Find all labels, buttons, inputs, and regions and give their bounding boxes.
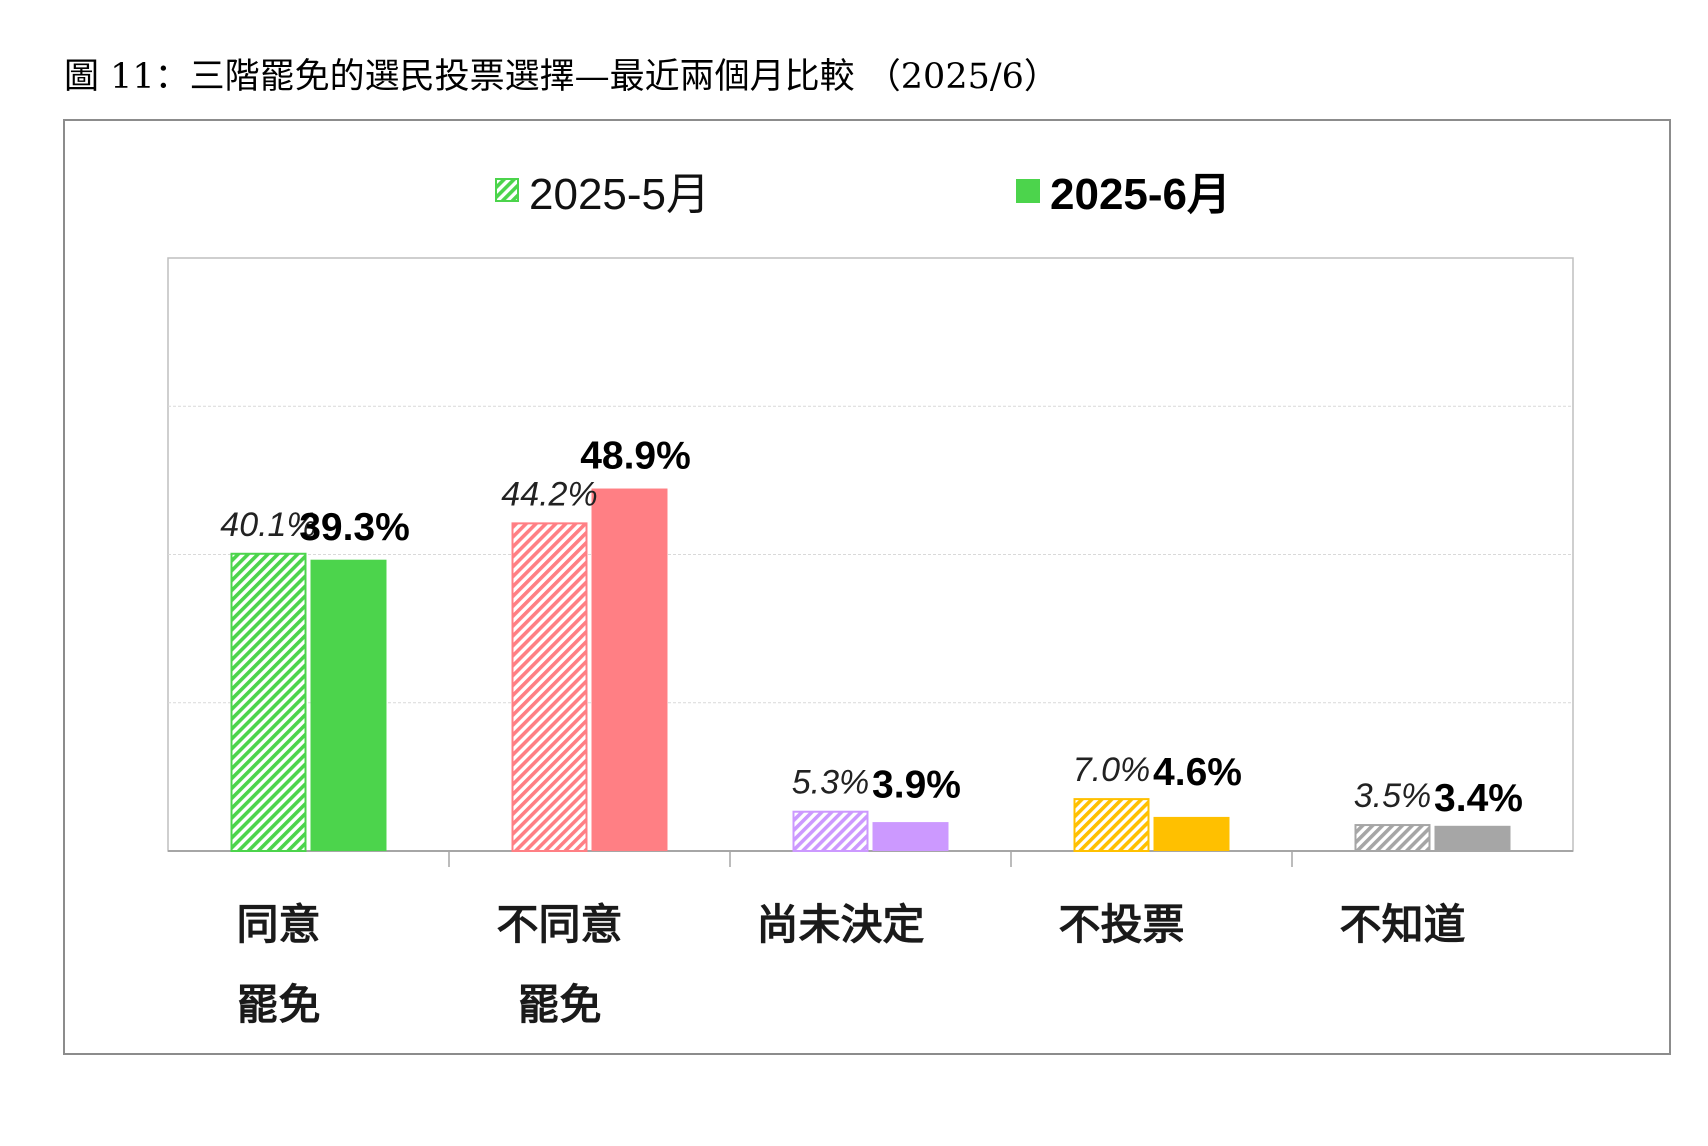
bar-2025-5月-3 [1073, 798, 1150, 852]
category-label: 不同意 [496, 900, 622, 949]
category-label: 不投票 [1058, 900, 1184, 949]
legend-swatch-prev [495, 178, 519, 202]
bar-chart: 2025-5月 2025-6月 40.1%39.3%44.2%48.9%5.3% 3… [167, 170, 1574, 1029]
category-label: 同意 [236, 900, 320, 949]
data-label-cur: 48.9% [580, 435, 691, 478]
plot-area: 40.1%39.3% 44.2%48.9% 5.3% 3.9% 7.0% 4.6% 3.5%… [167, 257, 1574, 867]
category-label: 尚未決定 [756, 900, 924, 949]
data-label-prev: 7.0% [1073, 751, 1151, 789]
data-label-prev: 40.1% [220, 506, 316, 544]
data-label-prev: 5.3% [792, 764, 870, 802]
data-label-prev: 44.2% [501, 475, 597, 513]
data-label-cur: 4.6% [1153, 751, 1242, 794]
data-label-cur: 39.3% [299, 506, 410, 549]
category-label: 罷免 [236, 980, 320, 1029]
chart-legend: 2025-5月 2025-6月 [495, 170, 1231, 219]
data-label-cur: 3.4% [1434, 777, 1523, 820]
data-label-cur: 3.9% [872, 764, 961, 807]
bar-2025-6月-0 [310, 559, 387, 851]
bar-2025-6月-3 [1153, 816, 1230, 851]
bar-2025-6月-2 [872, 822, 949, 851]
bar-2025-5月-1 [511, 522, 588, 852]
category-label: 罷免 [517, 980, 601, 1029]
bar-2025-5月-0 [230, 552, 307, 852]
legend-swatch-cur [1016, 179, 1040, 203]
category-label: 不知道 [1339, 900, 1465, 949]
chart-frame: 2025-5月 2025-6月 40.1% 39.3% 44.2% 48.9% 5.3% 3… [63, 119, 1671, 1055]
bar-2025-5月-2 [792, 810, 869, 852]
bar-2025-6月-4 [1434, 825, 1511, 851]
legend-label-prev: 2025-5月 [529, 170, 710, 219]
data-label-prev: 3.5% [1354, 777, 1432, 815]
figure-title: 圖 11：三階罷免的選民投票選擇—最近兩個月比較 （2025/6） [64, 57, 1059, 97]
bar-2025-5月-4 [1354, 824, 1431, 853]
bar-2025-6月-1 [591, 488, 668, 851]
legend-label-cur: 2025-6月 [1050, 170, 1231, 219]
